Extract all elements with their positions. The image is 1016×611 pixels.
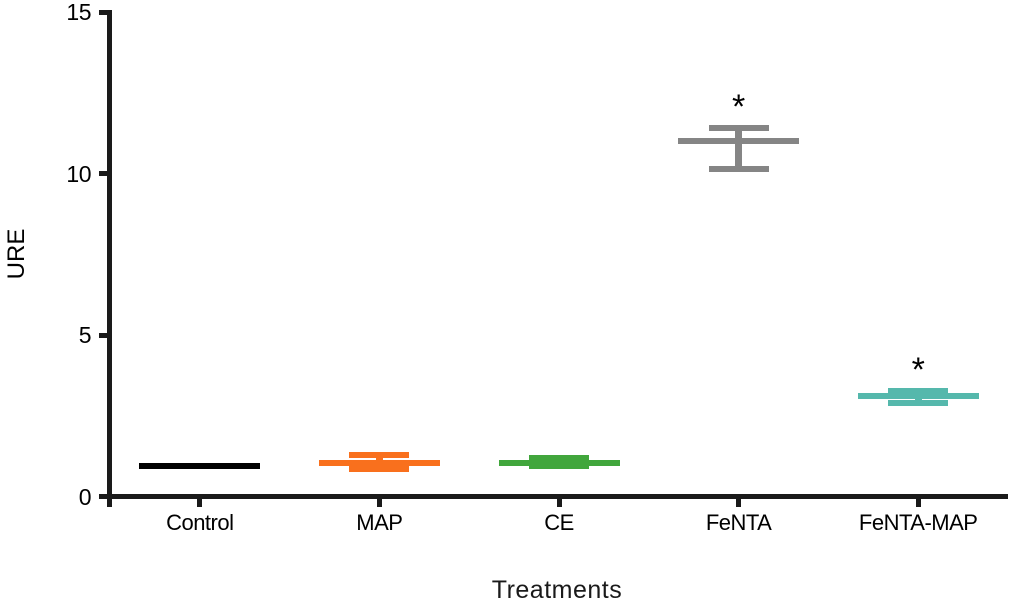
x-tick-label: FeNTA-MAP	[858, 510, 978, 535]
y-tick-label: 15	[66, 0, 91, 25]
x-axis-title: Treatments	[491, 576, 623, 604]
x-tick-label: MAP	[356, 510, 403, 535]
x-tick-mark	[376, 499, 382, 507]
y-tick-mark	[99, 332, 107, 338]
error-cap-bottom	[349, 466, 410, 473]
error-cap-top	[708, 125, 769, 132]
y-tick-mark	[99, 494, 107, 499]
error-cap-bottom	[529, 463, 589, 470]
x-tick-label: FeNTA	[705, 510, 772, 535]
y-tick-label: 10	[66, 160, 91, 187]
x-tick-mark	[556, 499, 562, 507]
x-axis-line	[107, 494, 1008, 499]
x-tick-mark	[197, 499, 203, 507]
y-tick-label: 5	[78, 322, 92, 348]
mean-line	[857, 393, 979, 400]
significance-asterisk: *	[911, 350, 925, 389]
mean-line	[498, 459, 620, 466]
mean-line	[318, 459, 440, 466]
x-tick-label: Control	[166, 510, 234, 535]
error-cap-bottom	[888, 400, 949, 407]
y-tick-label: 0	[78, 483, 92, 510]
x-tick-mark	[736, 499, 742, 507]
x-tick-mark	[915, 499, 921, 507]
error-cap-bottom	[708, 165, 769, 172]
mean-line	[139, 462, 261, 469]
x-tick-label: CE	[544, 510, 574, 535]
error-connector	[735, 125, 743, 172]
y-axis-line	[107, 10, 112, 507]
error-cap-top	[529, 455, 589, 462]
error-cap-top	[888, 387, 949, 394]
y-tick-mark	[99, 9, 107, 15]
y-tick-mark	[99, 171, 107, 176]
mean-line	[678, 138, 800, 145]
error-cap-top	[349, 452, 410, 459]
significance-asterisk: *	[731, 88, 746, 127]
